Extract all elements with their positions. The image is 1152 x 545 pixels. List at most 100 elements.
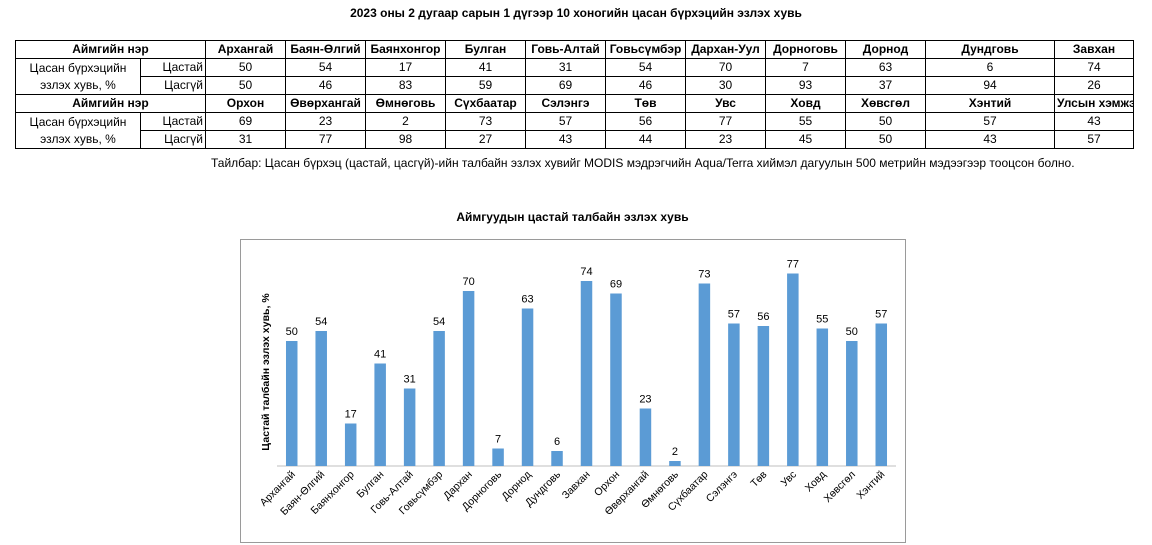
- bar: [403, 388, 416, 466]
- data-label: 41: [374, 349, 386, 361]
- snow-value-cell: 2: [365, 112, 446, 131]
- snow-label-cell: Цастай: [140, 112, 206, 131]
- x-tick-label: Хөвсгөл: [822, 469, 858, 505]
- snow-value-cell: 50: [845, 112, 926, 131]
- snow-cover-table: Аймгийн нэр Архангай Баян-Өлгий Баянхонгор Б…: [15, 40, 1134, 149]
- bar: [816, 328, 829, 466]
- page-title: 2023 оны 2 дугаар сарын 1 дүгээр 10 хоно…: [350, 6, 802, 20]
- snow-value-cell: 41: [445, 58, 526, 77]
- data-label: 74: [580, 266, 592, 278]
- snow-value-cell: 55: [765, 112, 846, 131]
- nosnow-value-cell: 37: [845, 76, 926, 95]
- nosnow-value-cell: 45: [765, 130, 846, 149]
- snow-value-cell: 74: [1054, 58, 1134, 77]
- bar-chart: Цастай талбайн эзлэх хувь, % 50Архангай54…: [258, 259, 896, 518]
- snow-label-cell: Цастай: [140, 58, 206, 77]
- bar: [344, 423, 357, 466]
- bar: [787, 273, 799, 466]
- data-label: 73: [698, 269, 710, 281]
- nosnow-value-cell: 46: [605, 76, 686, 95]
- nosnow-value-cell: 26: [1054, 76, 1134, 95]
- nosnow-value-cell: 44: [605, 130, 686, 149]
- bar: [315, 331, 327, 466]
- snow-value-cell: 63: [845, 58, 926, 77]
- table-row: Цасан бүрхэцийн эзлэх хувь, % Цастай 50 54 1…: [15, 58, 1134, 95]
- x-tick-label: Завхан: [560, 468, 593, 501]
- data-label: 54: [433, 316, 445, 328]
- nosnow-value-cell: 30: [685, 76, 766, 95]
- bar: [433, 331, 445, 466]
- snow-value-cell: 50: [205, 58, 286, 77]
- data-label: 17: [345, 409, 357, 421]
- nosnow-value-cell: 83: [365, 76, 446, 95]
- aimag-name-cell: Архангай: [205, 40, 286, 59]
- bar: [492, 448, 504, 466]
- data-label: 77: [787, 259, 799, 271]
- bar: [639, 408, 652, 466]
- table-header-row: Аймгийн нэр Орхон Өвөрхангай Өмнөговь Сүхбаа…: [15, 94, 1134, 113]
- aimag-name-cell: Сэлэнгэ: [525, 94, 606, 113]
- snow-value-cell: 54: [285, 58, 366, 77]
- bar: [875, 323, 888, 466]
- bar: [462, 291, 475, 466]
- snow-value-cell: 70: [685, 58, 766, 77]
- data-label: 56: [757, 311, 769, 323]
- data-label: 23: [639, 394, 651, 406]
- aimag-name-cell: Баян-Өлгий: [285, 40, 366, 59]
- table-row: Цасан бүрхэцийн эзлэх хувь, % Цастай 69 23 2…: [15, 112, 1134, 149]
- x-tick-label: Сэлэнгэ: [704, 469, 740, 505]
- bar: [285, 341, 298, 466]
- data-label: 50: [286, 326, 298, 338]
- x-tick-label: Хэнтий: [854, 469, 887, 502]
- row-group-label-cell: Цасан бүрхэцийн эзлэх хувь, %: [15, 112, 141, 149]
- snow-value-cell: 69: [205, 112, 286, 131]
- nosnow-value-cell: 43: [925, 130, 1055, 149]
- aimag-name-cell: Өмнөговь: [365, 94, 446, 113]
- nosnow-value-cell: 50: [205, 76, 286, 95]
- data-label: 57: [728, 309, 740, 321]
- bar: [610, 293, 622, 466]
- header-label-cell: Аймгийн нэр: [15, 94, 206, 113]
- bar: [698, 283, 711, 466]
- table-header-row: Аймгийн нэр Архангай Баян-Өлгий Баянхонгор Б…: [15, 40, 1134, 59]
- aimag-name-cell: Завхан: [1054, 40, 1134, 59]
- x-tick-label: Увс: [779, 469, 799, 489]
- bar: [846, 341, 858, 466]
- snow-value-cell: 73: [445, 112, 526, 131]
- bar: [757, 326, 770, 466]
- nosnow-value-cell: 59: [445, 76, 526, 95]
- bar: [521, 308, 534, 466]
- data-label: 57: [875, 309, 887, 321]
- aimag-name-cell: Булган: [445, 40, 526, 59]
- data-label: 54: [315, 316, 327, 328]
- nosnow-label-cell: Цасгүй: [140, 130, 206, 149]
- bar: [374, 363, 386, 466]
- chart-area: Цастай талбайн эзлэх хувь, % 50 Архангай 54…: [240, 239, 906, 543]
- table-row: Цасгүй 50 46 83 59 69 46 30 93 37 94 26: [16, 76, 1134, 95]
- data-label: 70: [462, 276, 474, 288]
- nosnow-value-cell: 31: [205, 130, 286, 149]
- aimag-name-cell: Дорноговь: [765, 40, 846, 59]
- bar: [669, 461, 681, 466]
- nosnow-label-cell: Цасгүй: [140, 76, 206, 95]
- nosnow-value-cell: 93: [765, 76, 846, 95]
- nosnow-value-cell: 23: [685, 130, 766, 149]
- nosnow-value-cell: 27: [445, 130, 526, 149]
- aimag-name-cell: Өвөрхангай: [285, 94, 366, 113]
- nosnow-value-cell: 50: [845, 130, 926, 149]
- data-label: 50: [846, 326, 858, 338]
- data-label: 69: [610, 279, 622, 291]
- snow-value-cell: 56: [605, 112, 686, 131]
- aimag-name-cell: Төв: [605, 94, 686, 113]
- nosnow-value-cell: 46: [285, 76, 366, 95]
- snow-value-cell: 17: [365, 58, 446, 77]
- nosnow-value-cell: 69: [525, 76, 606, 95]
- nosnow-value-cell: 57: [1054, 130, 1134, 149]
- aimag-name-cell: Хөвсгөл: [845, 94, 926, 113]
- nosnow-value-cell: 43: [525, 130, 606, 149]
- aimag-name-cell: Дорнод: [845, 40, 926, 59]
- header-label-cell: Аймгийн нэр: [15, 40, 206, 59]
- aimag-name-cell: Говьсүмбэр: [605, 40, 686, 59]
- data-label: 7: [495, 434, 501, 446]
- aimag-name-cell: Дундговь: [925, 40, 1055, 59]
